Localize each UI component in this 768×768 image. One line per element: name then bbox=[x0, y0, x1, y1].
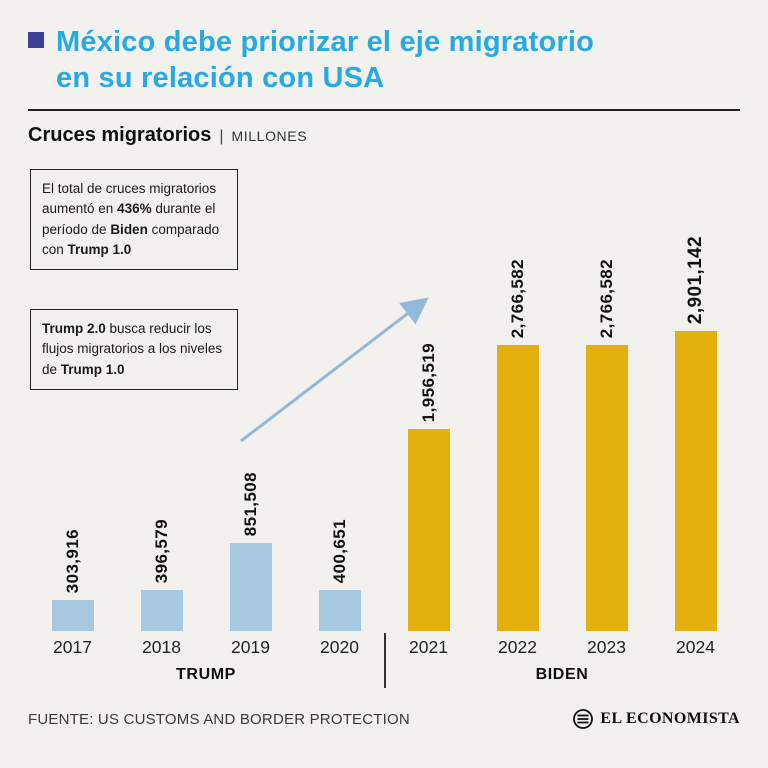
annotation-bold-text: Trump 2.0 bbox=[42, 321, 106, 336]
annotation-bold-text: 436% bbox=[117, 201, 152, 217]
page-title-line1: México debe priorizar el eje migratorio bbox=[56, 26, 595, 58]
el-economista-icon bbox=[573, 709, 594, 729]
bar-2018 bbox=[140, 590, 183, 631]
axis-year-label-2024: 2024 bbox=[676, 637, 715, 657]
annotation-text: El total de cruces migratorios aumentó e… bbox=[42, 181, 217, 217]
bar-value-label: 400,651 bbox=[329, 518, 349, 583]
page-title: México debe priorizar el eje migratorio e… bbox=[56, 24, 594, 96]
bar-2021 bbox=[407, 429, 450, 631]
group-label-biden: BIDEN bbox=[535, 666, 589, 683]
bar-value-label: 2,766,582 bbox=[507, 258, 527, 338]
chart-subtitle-separator: | bbox=[219, 128, 224, 145]
annotation-bold-text: Trump 1.0 bbox=[67, 241, 132, 257]
bar-value-label: 303,916 bbox=[62, 528, 82, 593]
bar-column-2020: 400,651 bbox=[295, 161, 384, 631]
group-labels-row: TRUMP BIDEN bbox=[28, 666, 740, 688]
group-label-trump: TRUMP bbox=[176, 666, 236, 683]
x-axis: 2017 2018 2019 2020 2021 2022 2023 2024 TRUMP B… bbox=[28, 633, 740, 688]
bar-chart: 303,916 396,579 851,508 400,651 1,956,519 2,7… bbox=[28, 161, 740, 631]
title-bullet-square bbox=[28, 32, 44, 48]
group-divider-line bbox=[384, 633, 386, 688]
bar-column-2023: 2,766,582 bbox=[562, 161, 651, 631]
annotation-box-trump2: Trump 2.0 busca reducir los flujos migra… bbox=[30, 309, 238, 390]
bar-column-2017: 303,916 bbox=[28, 161, 117, 631]
annotation-text: busca reducir los flujos migratorios a l… bbox=[42, 321, 223, 377]
annotation-text: comparado con bbox=[42, 221, 220, 257]
bar-value-label: 851,508 bbox=[240, 471, 260, 536]
header: México debe priorizar el eje migratorio e… bbox=[28, 24, 740, 147]
bar-column-2022: 2,766,582 bbox=[473, 161, 562, 631]
axis-year-label-2023: 2023 bbox=[587, 637, 626, 657]
annotation-bold-text: Trump 1.0 bbox=[60, 361, 125, 377]
bar-value-label: 2,901,142 bbox=[684, 235, 706, 324]
axis-year-label-2022: 2022 bbox=[498, 637, 537, 657]
chart-subtitle-title: Cruces migratorios bbox=[28, 124, 212, 146]
axis-year-label-2017: 2017 bbox=[53, 637, 92, 657]
bar-column-2021: 1,956,519 bbox=[384, 161, 473, 631]
bar-value-label: 1,956,519 bbox=[418, 342, 438, 422]
brand-name: EL ECONOMISTA bbox=[600, 710, 740, 727]
brand-logo: EL ECONOMISTA bbox=[572, 708, 740, 730]
page-title-line2: en su relación con USA bbox=[56, 62, 385, 94]
axis-year-label-2020: 2020 bbox=[320, 637, 359, 657]
axis-year-label-2019: 2019 bbox=[231, 637, 270, 657]
bar-2020 bbox=[318, 590, 361, 631]
chart-subtitle: Cruces migratorios | MILLONES bbox=[28, 124, 740, 147]
bar-2023 bbox=[585, 345, 628, 631]
year-labels-row: 2017 2018 2019 2020 2021 2022 2023 2024 bbox=[28, 637, 740, 658]
bar-2017 bbox=[51, 600, 94, 631]
bar-value-label: 396,579 bbox=[151, 518, 171, 583]
axis-year-label-2018: 2018 bbox=[142, 637, 181, 657]
annotation-box-biden-increase: El total de cruces migratorios aumentó e… bbox=[30, 169, 238, 270]
footer: FUENTE: US CUSTOMS AND BORDER PROTECTION… bbox=[28, 708, 740, 730]
source-text: FUENTE: US CUSTOMS AND BORDER PROTECTION bbox=[28, 710, 410, 728]
bar-2019 bbox=[229, 543, 272, 631]
title-row: México debe priorizar el eje migratorio e… bbox=[28, 24, 740, 96]
bar-2024 bbox=[674, 331, 717, 631]
bar-column-2024: 2,901,142 bbox=[651, 161, 740, 631]
bar-2022 bbox=[496, 345, 539, 631]
chart-area: El total de cruces migratorios aumentó e… bbox=[28, 161, 740, 631]
annotation-bold-text: Biden bbox=[110, 221, 148, 237]
header-divider bbox=[28, 109, 740, 111]
annotation-text: durante el período de bbox=[42, 201, 216, 237]
bar-column-2018: 396,579 bbox=[117, 161, 206, 631]
axis-year-label-2021: 2021 bbox=[409, 637, 448, 657]
chart-subtitle-unit: MILLONES bbox=[231, 128, 308, 144]
bar-value-label: 2,766,582 bbox=[596, 258, 616, 338]
bar-column-2019: 851,508 bbox=[206, 161, 295, 631]
